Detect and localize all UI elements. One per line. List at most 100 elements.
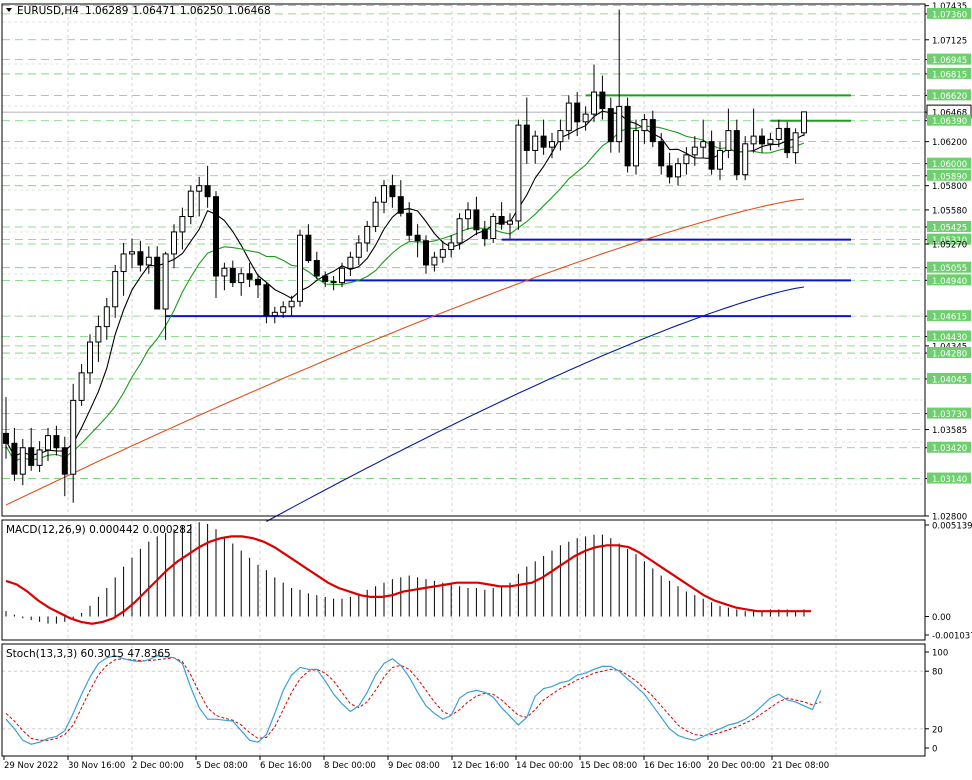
price-tag-bg bbox=[927, 330, 971, 342]
bear-candle-body bbox=[305, 234, 312, 262]
bear-candle-body bbox=[322, 275, 329, 282]
candle bbox=[406, 202, 413, 241]
time-axis-label: 12 Dec 16:00 bbox=[452, 761, 509, 771]
bull-candle-body bbox=[532, 135, 539, 151]
candle bbox=[61, 436, 68, 497]
bull-candle-body bbox=[280, 306, 287, 313]
price-tick-label: 1.04940 bbox=[932, 277, 967, 287]
candle bbox=[187, 185, 194, 225]
time-axis-label: 9 Dec 08:00 bbox=[388, 761, 440, 771]
time-axis-label: 30 Nov 16:00 bbox=[68, 761, 125, 771]
time-axis-label: 20 Dec 00:00 bbox=[708, 761, 765, 771]
candle bbox=[179, 207, 186, 250]
candle bbox=[305, 224, 312, 263]
bear-candle-body bbox=[649, 119, 656, 143]
candle bbox=[364, 220, 371, 252]
symbol-menu-icon[interactable] bbox=[6, 8, 12, 12]
bull-candle-body bbox=[271, 311, 278, 317]
candle bbox=[238, 268, 245, 296]
candle bbox=[557, 119, 564, 151]
price-tag-bg bbox=[927, 114, 971, 126]
bull-candle-body bbox=[691, 146, 698, 156]
candle bbox=[532, 130, 539, 164]
candle bbox=[490, 213, 497, 243]
bear-candle-body bbox=[213, 196, 219, 277]
price-tick-label: 1.05890 bbox=[932, 172, 967, 182]
candle bbox=[322, 271, 329, 287]
bear-candle-body bbox=[229, 267, 236, 284]
candle bbox=[414, 224, 421, 258]
price-tag-bg bbox=[927, 274, 971, 286]
candle bbox=[549, 132, 555, 159]
bull-candle-body bbox=[381, 185, 387, 203]
candle bbox=[473, 196, 480, 236]
bull-candle-body bbox=[187, 190, 194, 218]
stoch-label: Stoch(13,3,3) 60.3015 47.8365 bbox=[6, 648, 171, 660]
time-axis-label: 6 Dec 16:00 bbox=[260, 761, 312, 771]
stoch-tick-label: 0 bbox=[932, 745, 937, 755]
candle bbox=[204, 165, 211, 208]
candle bbox=[540, 119, 547, 155]
candle bbox=[280, 301, 287, 318]
price-tick-label: 1.06620 bbox=[932, 92, 967, 102]
bull-candle-body bbox=[683, 154, 690, 165]
price-tick-label: 1.05800 bbox=[932, 182, 967, 192]
price-tick-label: 1.07360 bbox=[932, 10, 967, 20]
bull-candle-body bbox=[565, 102, 572, 132]
bull-candle-body bbox=[725, 130, 732, 151]
macd-label: MACD(12,26,9) 0.000442 0.000282 bbox=[6, 524, 193, 536]
bull-candle-body bbox=[70, 399, 77, 475]
candle bbox=[725, 108, 732, 159]
time-axis-label: 2 Dec 00:00 bbox=[132, 761, 184, 771]
candle bbox=[221, 262, 228, 291]
candle bbox=[313, 251, 320, 280]
candle bbox=[616, 9, 623, 153]
bull-candle-body bbox=[775, 127, 782, 140]
candle bbox=[171, 224, 177, 269]
candle bbox=[36, 441, 43, 472]
candle bbox=[507, 213, 513, 239]
candle bbox=[591, 64, 597, 122]
price-tick-label: 1.03420 bbox=[932, 444, 967, 454]
candle bbox=[330, 275, 337, 291]
bull-candle-body bbox=[95, 326, 102, 343]
candle bbox=[145, 246, 152, 274]
candle bbox=[658, 132, 665, 175]
candle bbox=[3, 397, 9, 459]
bull-candle-body bbox=[78, 372, 85, 401]
price-tick-label: 1.03730 bbox=[932, 410, 967, 420]
price-tag-bg bbox=[927, 472, 971, 484]
price-tag-bg bbox=[927, 169, 971, 181]
candle bbox=[11, 427, 18, 481]
sma_fast-line bbox=[5, 110, 805, 457]
candle bbox=[523, 97, 530, 164]
bull-candle-body bbox=[448, 242, 455, 251]
bear-candle-body bbox=[137, 251, 144, 266]
candle bbox=[767, 132, 774, 151]
candle bbox=[691, 136, 698, 166]
price-tick-label: 1.07125 bbox=[932, 36, 967, 46]
price-tag-bg bbox=[927, 261, 971, 273]
candle bbox=[87, 334, 93, 384]
bull-candle-body bbox=[297, 234, 303, 302]
bull-candle-body bbox=[120, 253, 127, 273]
bear-candle-body bbox=[414, 234, 421, 242]
bull-candle-body bbox=[792, 132, 799, 154]
header-high: 1.06471 bbox=[132, 5, 175, 17]
bull-candle-body bbox=[19, 447, 26, 475]
bear-candle-body bbox=[607, 108, 614, 143]
bear-candle-body bbox=[330, 280, 337, 284]
candle bbox=[423, 235, 429, 274]
macd-tick-label: -0.001037 bbox=[932, 632, 972, 642]
price-tag-bg bbox=[927, 7, 971, 19]
price-tag-bg bbox=[927, 441, 971, 453]
price-tick-label: 1.04045 bbox=[932, 375, 967, 385]
price-tick-label: 1.04430 bbox=[932, 333, 967, 343]
candle bbox=[196, 176, 203, 217]
candle bbox=[675, 158, 681, 186]
bear-candle-body bbox=[263, 284, 270, 317]
price-tick-label: 1.05055 bbox=[932, 264, 967, 274]
bear-candle-body bbox=[3, 432, 9, 444]
bull-candle-body bbox=[145, 256, 152, 266]
